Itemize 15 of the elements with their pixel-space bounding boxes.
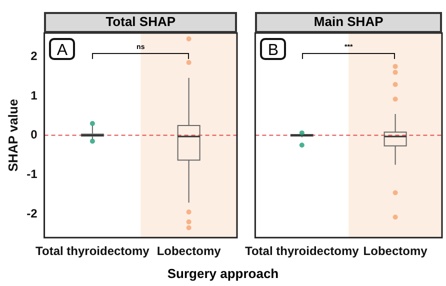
annotation: A [49,38,76,60]
y-tick-label: 0 [30,128,38,142]
annotation: B [260,38,286,60]
y-tick-label: -1 [26,166,38,181]
y-tick-label: -2 [26,206,38,220]
chart-title: Total SHAP [44,12,237,33]
x-axis-title: Surgery approach [166,266,280,281]
x-tick-label: Total thyroidectomy [36,244,150,258]
y-tick-label: 2 [30,48,38,63]
chart-title: Main SHAP [255,12,442,33]
x-tick-label: Total thyroidectomy [244,244,360,258]
x-tick-label: Lobectomy [156,244,222,258]
y-axis-title: SHAP value [5,98,20,172]
x-tick-label: Lobectomy [363,244,428,258]
y-tick-label: 1 [30,88,38,102]
